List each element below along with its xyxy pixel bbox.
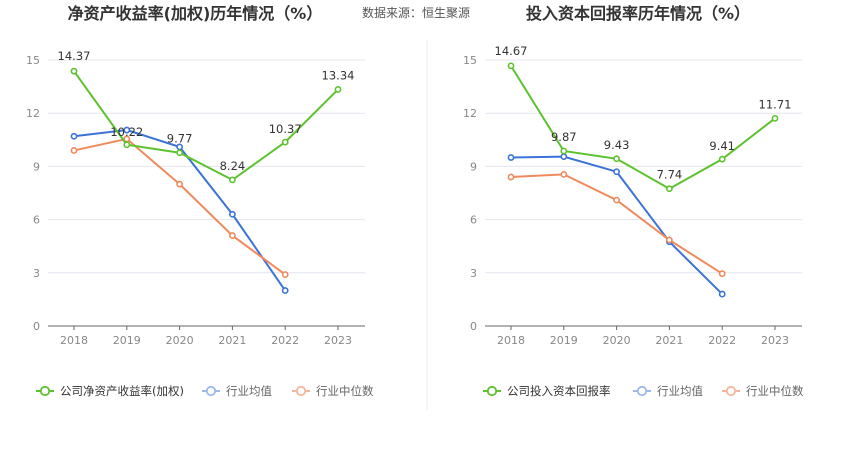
legend-item-avg[interactable]: 行业均值	[202, 384, 272, 398]
y-tick-label: 0	[470, 320, 477, 333]
data-point-median[interactable]	[718, 270, 726, 278]
data-label: 9.41	[709, 139, 735, 153]
data-point-median[interactable]	[560, 170, 568, 178]
legend-label: 行业均值	[226, 384, 272, 398]
chart-title: 投入资本回报率历年情况（%）	[526, 4, 750, 23]
y-tick-label: 3	[470, 267, 477, 280]
legend-label: 行业均值	[657, 384, 703, 398]
data-point-company[interactable]	[666, 185, 673, 193]
data-label: 9.77	[167, 132, 193, 146]
data-point-company[interactable]	[718, 155, 726, 163]
data-point-median[interactable]	[613, 196, 620, 204]
y-tick-label: 6	[470, 214, 477, 227]
y-tick-label: 3	[33, 267, 40, 280]
data-point-company[interactable]	[176, 149, 183, 157]
legend-marker-icon	[486, 385, 498, 397]
x-tick-label: 2023	[324, 334, 352, 347]
x-tick-label: 2019	[113, 334, 141, 347]
data-label: 10.22	[110, 125, 143, 139]
data-point-median[interactable]	[507, 173, 515, 181]
y-tick-label: 9	[470, 160, 477, 173]
x-tick-label: 2018	[60, 334, 88, 347]
legend-label: 行业中位数	[316, 384, 374, 398]
data-point-company[interactable]	[281, 138, 289, 146]
x-tick-label: 2020	[166, 334, 194, 347]
data-point-company[interactable]	[334, 86, 342, 93]
data-label: 11.71	[759, 97, 792, 111]
data-point-company[interactable]	[771, 114, 779, 122]
x-tick-label: 2021	[655, 334, 683, 347]
legend-item-company[interactable]: 公司净资产收益率(加权)	[36, 384, 184, 398]
data-point-median[interactable]	[176, 180, 183, 188]
x-tick-label: 2021	[218, 334, 246, 347]
series-line-median	[510, 173, 723, 275]
legend-label: 公司净资产收益率(加权)	[60, 384, 184, 398]
legend-label: 公司投入资本回报率	[507, 384, 611, 398]
legend-marker-icon	[205, 385, 217, 397]
legend-marker-icon	[295, 385, 307, 397]
legend-item-avg[interactable]: 行业均值	[633, 384, 703, 398]
x-tick-label: 2023	[761, 334, 789, 347]
data-label: 10.37	[269, 122, 302, 136]
data-source-label: 数据来源：恒生聚源	[362, 5, 470, 20]
data-point-avg[interactable]	[123, 126, 131, 134]
data-point-median[interactable]	[228, 232, 236, 239]
x-tick-label: 2022	[708, 334, 736, 347]
data-point-median[interactable]	[281, 271, 289, 278]
y-tick-label: 15	[463, 54, 477, 67]
series-line-company	[73, 70, 339, 182]
legend-label: 行业中位数	[746, 384, 804, 398]
data-point-company[interactable]	[560, 147, 568, 155]
data-label: 9.87	[551, 130, 577, 144]
series-line-median	[73, 137, 286, 276]
data-point-company[interactable]	[123, 141, 131, 149]
data-label: 14.37	[58, 49, 91, 63]
data-label: 14.67	[495, 44, 528, 58]
x-tick-label: 2018	[497, 334, 525, 347]
data-point-median[interactable]	[70, 147, 78, 154]
legend-marker-icon	[39, 385, 51, 397]
legend-item-median[interactable]: 行业中位数	[722, 384, 804, 398]
x-tick-label: 2019	[550, 334, 578, 347]
data-point-company[interactable]	[228, 176, 236, 184]
legend-marker-icon	[725, 385, 737, 397]
legend-item-company[interactable]: 公司投入资本回报率	[483, 384, 611, 398]
data-label: 13.34	[322, 68, 355, 82]
data-point-avg[interactable]	[507, 154, 515, 161]
roic-chart: 投入资本回报率历年情况（%） 0 3 6 9 12 15 2018 2019 2020 2021 2…	[463, 4, 804, 398]
y-tick-label: 15	[26, 54, 40, 67]
series-line-company	[510, 65, 776, 190]
legend-item-median[interactable]: 行业中位数	[292, 384, 374, 398]
y-tick-label: 12	[463, 107, 477, 120]
data-label: 7.74	[657, 168, 683, 182]
chart-title: 净资产收益率(加权)历年情况（%）	[68, 4, 323, 23]
data-point-company[interactable]	[507, 62, 515, 70]
data-point-avg[interactable]	[613, 168, 620, 176]
data-point-avg[interactable]	[281, 287, 289, 294]
data-point-avg[interactable]	[228, 210, 236, 218]
data-point-median[interactable]	[666, 236, 673, 244]
y-tick-label: 6	[33, 214, 40, 227]
roe-chart: 净资产收益率(加权)历年情况（%） 0 3 6 9 12 15 2018 2019 2020 20…	[26, 4, 374, 398]
data-point-company[interactable]	[613, 155, 620, 163]
data-label: 9.43	[604, 138, 630, 152]
data-point-avg[interactable]	[70, 132, 78, 140]
data-point-avg[interactable]	[560, 153, 568, 161]
legend-marker-icon	[636, 385, 648, 397]
y-tick-label: 12	[26, 107, 40, 120]
data-point-company[interactable]	[70, 67, 78, 75]
y-tick-label: 0	[33, 320, 40, 333]
data-label: 8.24	[220, 159, 246, 173]
x-tick-label: 2020	[603, 334, 631, 347]
x-tick-label: 2022	[271, 334, 299, 347]
y-tick-label: 9	[33, 160, 40, 173]
data-point-avg[interactable]	[718, 290, 726, 298]
